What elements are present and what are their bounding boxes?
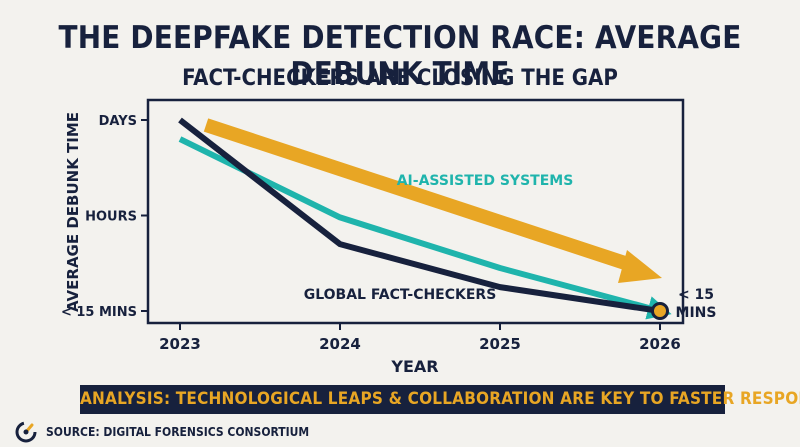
chart-title: THE DEEPFAKE DETECTION RACE: AVERAGE DEB…: [58, 20, 742, 92]
y-tick-label: < 15 MINS: [61, 305, 137, 320]
x-axis-title: YEAR: [390, 357, 438, 376]
endpoint-label-line2: MINS: [676, 305, 717, 321]
trend-arrow-shaft: [203, 118, 637, 273]
source-text: SOURCE: DIGITAL FORENSICS CONSORTIUM: [46, 425, 310, 439]
y-axis-title: AVERAGE DEBUNK TIME: [64, 112, 82, 312]
y-tick-label: DAYS: [99, 114, 137, 129]
ai-assisted-series-label: AI-ASSISTED SYSTEMS: [397, 173, 574, 189]
analysis-banner: ANALYSIS: TECHNOLOGICAL LEAPS & COLLABOR…: [80, 385, 800, 414]
endpoint-label-line1: < 15: [678, 287, 714, 303]
endpoint-marker: [651, 302, 669, 320]
gauge-logo-icon: [15, 421, 37, 443]
x-tick-label: 2025: [479, 335, 521, 353]
plot-frame: [146, 98, 685, 325]
footer: SOURCE: DIGITAL FORENSICS CONSORTIUM: [14, 420, 309, 444]
x-tick-label: 2026: [639, 335, 681, 353]
x-tick-label: 2024: [319, 335, 361, 353]
ai-assisted-series-line: [178, 136, 672, 320]
fact-checkers-series-line: [178, 117, 661, 314]
trend-arrow-head: [618, 250, 662, 283]
chart-subtitle: FACT-CHECKERS ARE CLOSING THE GAP: [182, 66, 618, 91]
x-tick-label: 2023: [159, 335, 201, 353]
fact-checkers-series-label: GLOBAL FACT-CHECKERS: [304, 287, 497, 303]
y-tick-label: HOURS: [85, 210, 137, 225]
